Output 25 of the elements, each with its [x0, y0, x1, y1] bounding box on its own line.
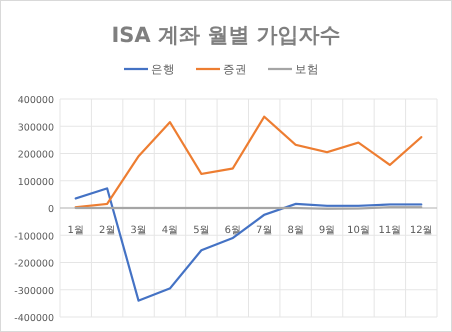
legend-label: 은행 [151, 62, 175, 76]
legend-label: 증권 [223, 62, 247, 76]
x-tick-label: 7월 [256, 225, 272, 236]
x-tick-label: 9월 [318, 225, 336, 236]
y-tick-label: -100000 [14, 231, 54, 242]
x-tick-label: 1월 [68, 225, 84, 236]
x-tick-label: 8월 [287, 225, 304, 236]
x-tick-label: 2월 [98, 225, 116, 236]
x-tick-label: 11월 [378, 225, 402, 236]
x-tick-label: 10월 [347, 225, 370, 236]
legend-label: 보험 [295, 62, 319, 76]
x-tick-label: 6월 [224, 225, 241, 236]
x-tick-label: 12월 [410, 225, 433, 236]
y-tick-label: -300000 [14, 286, 54, 297]
x-tick-label: 3월 [130, 225, 147, 236]
y-tick-label: 200000 [18, 150, 54, 160]
x-tick-label: 5월 [193, 225, 210, 236]
y-tick-label: 100000 [18, 176, 54, 188]
x-tick-label: 4월 [162, 225, 178, 236]
y-tick-label: -400000 [14, 313, 54, 324]
y-tick-label: 0 [48, 204, 54, 215]
y-tick-label: 300000 [18, 122, 54, 134]
y-tick-label: -200000 [14, 258, 54, 270]
chart-title: ISA 계좌 월별 가입자수 [111, 23, 341, 47]
y-tick-label: 400000 [18, 95, 54, 106]
